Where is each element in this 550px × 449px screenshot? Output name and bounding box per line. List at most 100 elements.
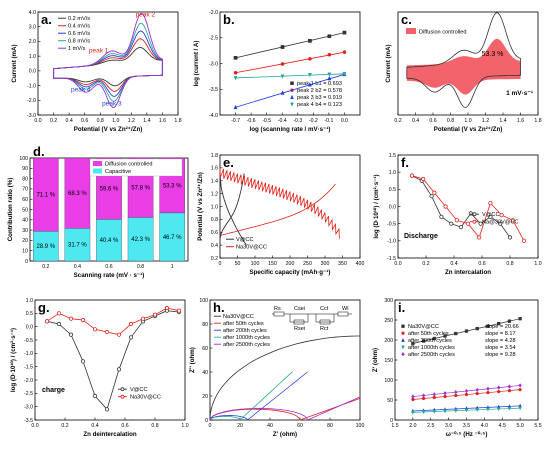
data-point: [443, 204, 448, 209]
x-tick-label: 20: [237, 423, 243, 429]
data-point: [307, 72, 312, 78]
legend-label: after 200th cycles: [408, 338, 452, 344]
x-tick-label: 0.6: [429, 118, 436, 124]
legend-marker: [401, 351, 405, 357]
data-point: [477, 235, 482, 240]
y-tick-label: -1.5: [24, 364, 33, 370]
bar-data-label: 42.3 %: [131, 237, 150, 243]
plot-frame: [397, 154, 539, 259]
y-tick-label: 0: [25, 259, 28, 265]
x-tick-label: 1.0: [181, 423, 188, 429]
y-tick-label: 20: [22, 238, 28, 244]
x-tick-label: 0.6: [105, 264, 112, 270]
circuit-label: Rct: [320, 326, 329, 332]
data-point: [56, 321, 62, 327]
data-point: [496, 407, 501, 412]
x-tick-label: 0.8: [447, 118, 454, 124]
y-tick-label: 0.5: [389, 187, 396, 193]
slope-label: slope = 3.54: [485, 345, 516, 351]
data-point: [507, 406, 512, 411]
y-tick-label: 0.5: [26, 311, 33, 317]
x-tick-label: 1.8: [534, 118, 541, 124]
x-tick-label: 1.0: [464, 118, 471, 124]
data-point: [308, 57, 312, 61]
fit-line: [235, 73, 345, 108]
data-point: [454, 218, 459, 223]
y-tick-label: 50: [22, 207, 28, 213]
legend-swatch: [93, 161, 102, 166]
x-tick-label: 100: [356, 423, 365, 429]
panel-label: b.: [223, 12, 235, 27]
y-tick-label: -1.0: [387, 239, 396, 245]
x-tick-label: 300: [321, 261, 330, 267]
x-tick-label: 2.5: [427, 423, 434, 429]
data-point: [488, 214, 493, 219]
rate-label: 1 mV·s⁻¹: [506, 90, 533, 97]
y-axis-label: Z' (ohm): [372, 348, 379, 372]
nyquist-curve: [209, 396, 361, 421]
diffusion-area: [406, 38, 521, 95]
legend-marker: [290, 102, 294, 107]
panel-i: 1.5 2.0 2.5 3.0 3.5 4.0 4.5 5.0 5.5 0 50 100 150 200 2…: [372, 298, 542, 438]
y-tick-label: 4.0: [29, 10, 36, 16]
data-point: [486, 386, 490, 392]
plot-frame: [34, 299, 186, 421]
panel-c: 0.2 0.4 0.6 0.8 1.0 1.2 1.4 1.6 1.8 Potential (V …: [385, 11, 542, 133]
nyquist-curve: [209, 371, 293, 421]
legend-marker: [472, 219, 477, 224]
y-tick-label: 90: [22, 166, 28, 172]
y-tick-label: -0.5: [387, 221, 396, 227]
cv-curve: [53, 13, 163, 108]
y-tick-label: 0.0: [389, 204, 396, 210]
x-tick-label: -0.7: [231, 118, 240, 124]
y-tick-label: 300: [384, 298, 393, 304]
y-tick-label: 150: [384, 358, 393, 364]
gcd-curve-na30v: [219, 167, 340, 239]
data-point: [327, 72, 332, 77]
legend-label: Na@30V@CC: [482, 220, 519, 226]
data-point: [116, 367, 122, 372]
x-tick-label: 4.5: [499, 423, 506, 429]
x-tick-label: 0.4: [66, 118, 73, 124]
data-point: [464, 388, 469, 394]
slope-label: slope = 8.17: [485, 331, 516, 337]
data-point: [233, 76, 238, 81]
panel-label: a.: [41, 12, 52, 27]
y-tick-label: 0.0: [29, 69, 36, 75]
legend-label: after 1000th cycles: [223, 335, 270, 341]
bar-capacitive: [33, 231, 59, 262]
data-point: [475, 387, 479, 393]
circuit-resistor: [273, 311, 285, 317]
data-point: [342, 71, 347, 77]
data-point: [454, 331, 458, 336]
panel-a: 0.0 0.2 0.4 0.6 0.8 1.0 1.2 1.4 1.6 1.8 -3.0 -2.0 -1…: [11, 10, 182, 133]
data-point: [497, 321, 501, 326]
y-tick-label: 2.0: [29, 39, 36, 45]
y-tick-label: 1.0: [211, 204, 218, 210]
x-tick-label: 200: [286, 261, 295, 267]
x-tick-label: 0.2: [61, 423, 68, 429]
panel-label: e.: [223, 155, 234, 170]
data-point: [443, 394, 447, 399]
y-axis-label: log (D·10¹⁰) / (cm²·s⁻¹): [373, 174, 380, 238]
bar-data-label: 59.6 %: [100, 187, 119, 193]
x-tick-label: 1.4: [499, 118, 506, 124]
bar-capacitive: [96, 219, 122, 262]
x-tick-label: 0.8: [506, 261, 513, 267]
data-point: [421, 339, 426, 343]
data-point: [465, 221, 471, 226]
x-axis-label: Scanning rate (mV · s⁻¹): [74, 272, 145, 279]
x-tick-label: 0.6: [121, 423, 128, 429]
data-point: [421, 393, 426, 398]
circuit-label: Csei: [294, 306, 305, 312]
bar-diffusion: [64, 157, 91, 229]
data-point: [499, 212, 504, 218]
data-point: [152, 312, 158, 317]
y-tick-label: -0.5: [24, 338, 33, 344]
data-point: [411, 341, 415, 346]
x-tick-label: -0.6: [247, 118, 256, 124]
panel-h: 0 20 40 60 80 100 0 20 40 60 80 100 Z' (ohm) Z'' (ohm…: [189, 298, 364, 438]
legend-label: 0.4 mV/s: [68, 24, 90, 30]
data-point: [464, 408, 469, 413]
panel-label: f.: [401, 155, 409, 170]
